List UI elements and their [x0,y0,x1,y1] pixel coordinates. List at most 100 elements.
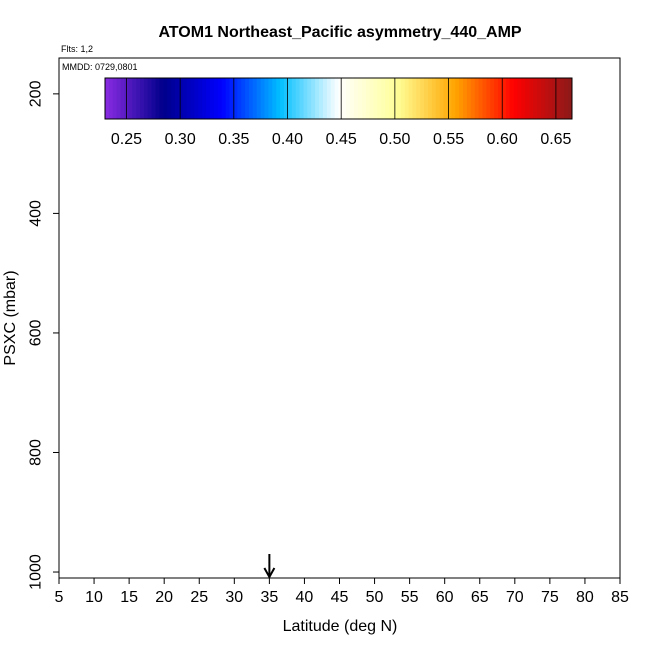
observation-point [88,109,93,114]
colorbar-swatch [280,78,285,119]
observation-point [519,125,524,130]
y-tick-label: 600 [28,319,45,346]
colorbar-swatch [194,78,199,119]
colorbar-swatch [447,78,452,119]
observation-point [547,187,552,192]
observation-point [127,163,132,168]
colorbar-swatch [155,78,160,119]
observation-point [568,253,573,258]
mmdd-label: MMDD: 0729,0801 [62,62,138,72]
observation-point [568,342,573,347]
x-tick-label: 65 [471,589,489,606]
observation-point [90,562,95,567]
y-tick-label: 1000 [28,554,45,590]
colorbar-swatch [544,78,550,119]
x-axis: 5 10 15 20 25 30 35 40 45 50 55 60 65 70 75 80 85 [55,578,629,606]
observation-point [155,151,160,156]
observation-point [218,306,223,311]
observation-point [120,432,125,437]
colorbar-swatch [276,78,281,119]
observation-point [498,121,503,126]
x-tick-label: 85 [611,589,629,606]
x-tick-label: 30 [225,589,243,606]
colorbar-swatch [381,78,386,119]
observation-point [169,133,174,138]
observation-point [554,235,559,240]
observation-point [568,414,573,419]
observation-point [141,540,146,545]
colorbar-swatch [221,78,227,119]
colorbar-swatch [147,78,153,119]
observation-point [92,393,97,398]
colorbar-swatch [291,78,297,119]
observation-point [134,486,139,491]
colorbar-swatch [252,78,258,119]
colorbar-swatch [470,78,476,119]
colorbar-swatch [112,78,118,119]
colorbar-swatch [311,78,316,119]
colorbar-swatch [361,78,367,119]
observation-point [64,312,69,317]
x-tick-label: 55 [401,589,419,606]
observation-point [554,324,559,329]
colorbar-swatch [268,78,273,119]
colorbar-swatch [338,78,343,119]
observation-point [330,151,335,156]
observation-point [162,265,167,270]
observation-point [148,130,153,135]
colorbar-swatch [431,78,437,119]
x-tick-label: 75 [541,589,559,606]
observation-point [358,163,363,168]
colorbar-swatch [540,78,546,119]
colorbar-swatch [186,78,192,119]
x-tick-label: 50 [366,589,384,606]
x-tick-label: 10 [85,589,103,606]
latitude-marker-arrow [263,554,276,580]
observation-point [575,390,580,395]
observation-point [232,402,237,407]
colorbar-swatch [385,78,390,119]
colorbar-swatch [560,78,565,119]
observation-point [183,187,188,192]
observation-point [155,283,160,288]
colorbar-swatch [451,78,456,119]
observation-point [113,384,118,389]
observation-point [575,432,580,437]
observation-point [484,241,489,246]
observation-point [442,145,447,150]
y-tick-label: 800 [28,439,45,466]
colorbar-swatch [225,78,231,119]
observation-point [74,564,79,569]
observation-point [204,145,209,150]
marker-head [263,567,276,580]
observation-point [85,426,90,431]
observation-point [512,163,517,168]
x-tick-label: 45 [331,589,349,606]
colorbar-swatch [128,78,133,119]
observation-point [197,268,202,273]
observation-point [372,120,377,125]
observation-point [260,127,265,132]
observation-point [134,553,139,558]
colorbar-swatch [136,78,141,119]
colorbar-tick-label: 0.60 [487,131,518,148]
y-tick-label: 400 [28,200,45,227]
y-tick-label: 200 [28,80,45,107]
colorbar-swatch [151,78,157,119]
observation-point [561,450,566,455]
colorbar-tick-label: 0.65 [540,131,571,148]
colorbar-swatch [564,78,569,119]
observation-point [470,223,475,228]
observation-point [190,354,195,359]
observation-point [60,456,65,461]
colorbar-swatch [182,78,188,119]
colorbar-swatch [237,78,242,119]
colorbar-swatch [202,78,207,119]
colorbar-swatch [389,78,394,119]
x-tick-label: 35 [260,589,278,606]
observation-point [456,136,461,141]
colorbar-swatch [210,78,215,119]
colorbar-swatch [548,78,554,119]
observation-point [393,121,398,126]
